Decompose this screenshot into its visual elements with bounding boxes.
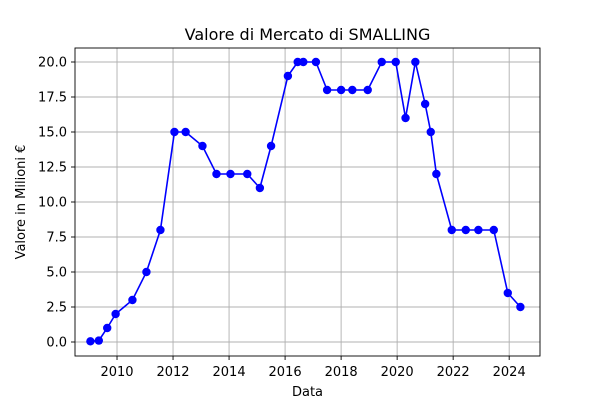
data-point bbox=[299, 57, 308, 67]
series-line bbox=[90, 61, 521, 343]
y-tick-label: 12.5 bbox=[38, 161, 67, 176]
data-point bbox=[170, 127, 179, 137]
data-point bbox=[311, 57, 321, 67]
y-tick-label: 5.0 bbox=[46, 266, 67, 281]
data-point bbox=[363, 85, 372, 95]
data-point bbox=[181, 127, 190, 137]
data-point bbox=[255, 183, 265, 193]
data-point bbox=[266, 141, 276, 151]
x-tick-label: 2014 bbox=[213, 365, 246, 380]
data-point bbox=[212, 169, 221, 179]
data-point bbox=[420, 99, 430, 109]
data-point bbox=[243, 169, 252, 179]
data-point bbox=[94, 336, 104, 345]
data-point bbox=[226, 169, 235, 179]
x-tick-label: 2022 bbox=[437, 365, 470, 380]
data-point bbox=[111, 309, 120, 319]
data-point bbox=[322, 85, 332, 95]
data-point bbox=[156, 225, 165, 235]
x-axis-label: Data bbox=[292, 385, 323, 400]
data-point bbox=[489, 225, 498, 235]
data-point bbox=[336, 85, 346, 95]
x-tick-label: 2010 bbox=[100, 365, 133, 380]
data-point bbox=[283, 71, 293, 81]
data-point bbox=[503, 288, 512, 298]
y-tick-label: 20.0 bbox=[38, 56, 67, 71]
x-tick-label: 2012 bbox=[156, 365, 189, 380]
data-point bbox=[103, 323, 112, 333]
y-axis-label: Valore in Milioni € bbox=[14, 145, 29, 260]
y-tick-label: 7.5 bbox=[46, 231, 67, 246]
y-tick-label: 2.5 bbox=[46, 301, 67, 316]
data-point bbox=[128, 295, 137, 305]
x-tick-label: 2024 bbox=[493, 365, 526, 380]
y-tick-label: 17.5 bbox=[38, 91, 67, 106]
data-point bbox=[348, 85, 357, 95]
y-tick-label: 15.0 bbox=[38, 126, 67, 141]
y-tick-label: 10.0 bbox=[38, 196, 67, 211]
data-point bbox=[198, 141, 207, 151]
data-point bbox=[411, 57, 420, 67]
data-point bbox=[474, 225, 483, 235]
x-tick-label: 2016 bbox=[269, 365, 302, 380]
data-point bbox=[377, 57, 386, 67]
y-tick-label: 0.0 bbox=[46, 336, 67, 351]
data-series bbox=[86, 57, 525, 346]
data-point bbox=[461, 225, 470, 235]
chart-title: Valore di Mercato di SMALLING bbox=[185, 25, 431, 44]
data-point bbox=[391, 57, 400, 67]
data-point bbox=[142, 267, 151, 277]
grid bbox=[75, 48, 540, 356]
x-tick-label: 2018 bbox=[325, 365, 358, 380]
data-point bbox=[516, 302, 525, 312]
axes: 2010 2012 2014 2016 2018 2020 2022 2024 0.0 2.5 5.… bbox=[38, 47, 541, 380]
x-tick-label: 2020 bbox=[381, 365, 414, 380]
data-point bbox=[447, 225, 456, 235]
data-point bbox=[401, 113, 410, 123]
data-point bbox=[432, 169, 441, 179]
data-point bbox=[426, 127, 435, 137]
data-point bbox=[86, 337, 95, 346]
